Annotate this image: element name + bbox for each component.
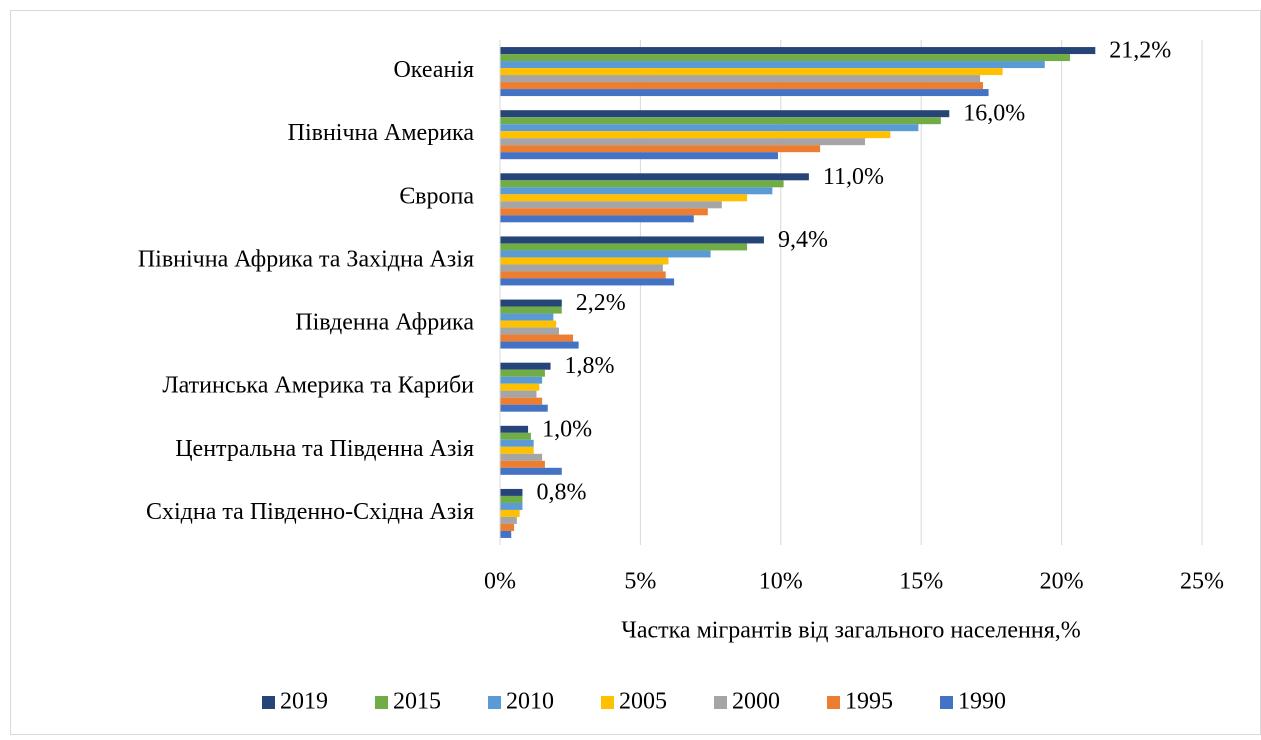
bar bbox=[500, 131, 891, 139]
category-label: Латинська Америка та Кариби bbox=[162, 373, 474, 399]
bar bbox=[500, 488, 523, 496]
data-label: 9,4% bbox=[778, 227, 828, 253]
bar bbox=[500, 341, 579, 349]
bar bbox=[500, 334, 574, 342]
category-label: Європа bbox=[399, 183, 474, 209]
bar bbox=[500, 243, 748, 251]
bar bbox=[500, 313, 554, 321]
x-tick-label: 25% bbox=[1180, 569, 1224, 595]
bar bbox=[500, 299, 562, 307]
data-label: 1,8% bbox=[565, 353, 615, 379]
legend-label: 1995 bbox=[845, 689, 893, 715]
bar bbox=[500, 180, 784, 188]
legend-label: 2019 bbox=[280, 689, 328, 715]
legend-label: 1990 bbox=[958, 689, 1006, 715]
data-label: 0,8% bbox=[536, 479, 586, 505]
legend-swatch bbox=[488, 696, 501, 709]
bar bbox=[500, 173, 809, 181]
bar bbox=[500, 362, 551, 370]
bar bbox=[500, 446, 534, 454]
legend-swatch bbox=[375, 696, 388, 709]
bar bbox=[500, 495, 523, 503]
category-label: Центральна та Південна Азія bbox=[175, 436, 474, 462]
bar bbox=[500, 327, 559, 335]
legend-swatch bbox=[262, 696, 275, 709]
bar bbox=[500, 439, 534, 447]
legend-label: 2010 bbox=[506, 689, 554, 715]
category-label: Океанія bbox=[393, 57, 474, 83]
bar bbox=[500, 138, 866, 146]
data-label: 2,2% bbox=[576, 290, 626, 316]
bar bbox=[500, 187, 773, 195]
bar bbox=[500, 61, 1045, 69]
bar bbox=[500, 68, 1003, 76]
data-label: 1,0% bbox=[542, 416, 592, 442]
bar bbox=[500, 516, 517, 524]
category-label: Східна та Південно-Східна Азія bbox=[146, 499, 474, 525]
bar bbox=[500, 194, 748, 202]
bar bbox=[500, 306, 562, 314]
x-tick-label: 5% bbox=[624, 569, 656, 595]
bar bbox=[500, 509, 520, 517]
x-tick-label: 20% bbox=[1040, 569, 1084, 595]
legend-label: 2000 bbox=[732, 689, 780, 715]
bar bbox=[500, 145, 821, 153]
bar bbox=[500, 152, 778, 160]
data-label: 11,0% bbox=[823, 164, 884, 190]
x-tick-label: 15% bbox=[899, 569, 943, 595]
bar bbox=[500, 236, 764, 244]
bar bbox=[500, 89, 989, 97]
bar bbox=[500, 523, 515, 531]
legend-swatch bbox=[827, 696, 840, 709]
bar bbox=[500, 250, 711, 258]
bar bbox=[500, 124, 919, 132]
bar bbox=[500, 397, 543, 405]
bar bbox=[500, 453, 543, 461]
bar bbox=[500, 264, 663, 272]
data-label: 21,2% bbox=[1109, 38, 1171, 64]
bar bbox=[500, 82, 983, 90]
bar bbox=[500, 530, 512, 538]
bar bbox=[500, 404, 548, 412]
legend-label: 2005 bbox=[619, 689, 667, 715]
legend-label: 2015 bbox=[393, 689, 441, 715]
x-axis-title: Частка мігрантів від загального населенн… bbox=[621, 618, 1081, 644]
bar bbox=[500, 271, 666, 279]
bar bbox=[500, 75, 981, 83]
legend-swatch bbox=[601, 696, 614, 709]
legend-swatch bbox=[940, 696, 953, 709]
bar bbox=[500, 390, 537, 398]
bar bbox=[500, 257, 669, 265]
bar bbox=[500, 47, 1096, 55]
legend-swatch bbox=[714, 696, 727, 709]
bar bbox=[500, 425, 529, 433]
bar bbox=[500, 278, 675, 286]
bar bbox=[500, 208, 708, 216]
bar bbox=[500, 432, 531, 440]
bar bbox=[500, 460, 545, 468]
bar bbox=[500, 117, 941, 125]
category-label: Південна Африка bbox=[295, 310, 474, 336]
bar bbox=[500, 54, 1071, 62]
x-tick-label: 10% bbox=[759, 569, 803, 595]
x-tick-label: 0% bbox=[484, 569, 516, 595]
category-label: Північна Америка bbox=[288, 120, 475, 146]
data-label: 16,0% bbox=[963, 101, 1025, 127]
bar bbox=[500, 110, 950, 118]
category-label: Північна Африка та Західна Азія bbox=[138, 246, 474, 272]
bar bbox=[500, 467, 562, 475]
bar bbox=[500, 215, 694, 223]
bar bbox=[500, 376, 543, 384]
bar bbox=[500, 201, 722, 209]
bar bbox=[500, 502, 523, 510]
bar bbox=[500, 383, 540, 391]
bar bbox=[500, 320, 557, 328]
bar bbox=[500, 369, 545, 377]
